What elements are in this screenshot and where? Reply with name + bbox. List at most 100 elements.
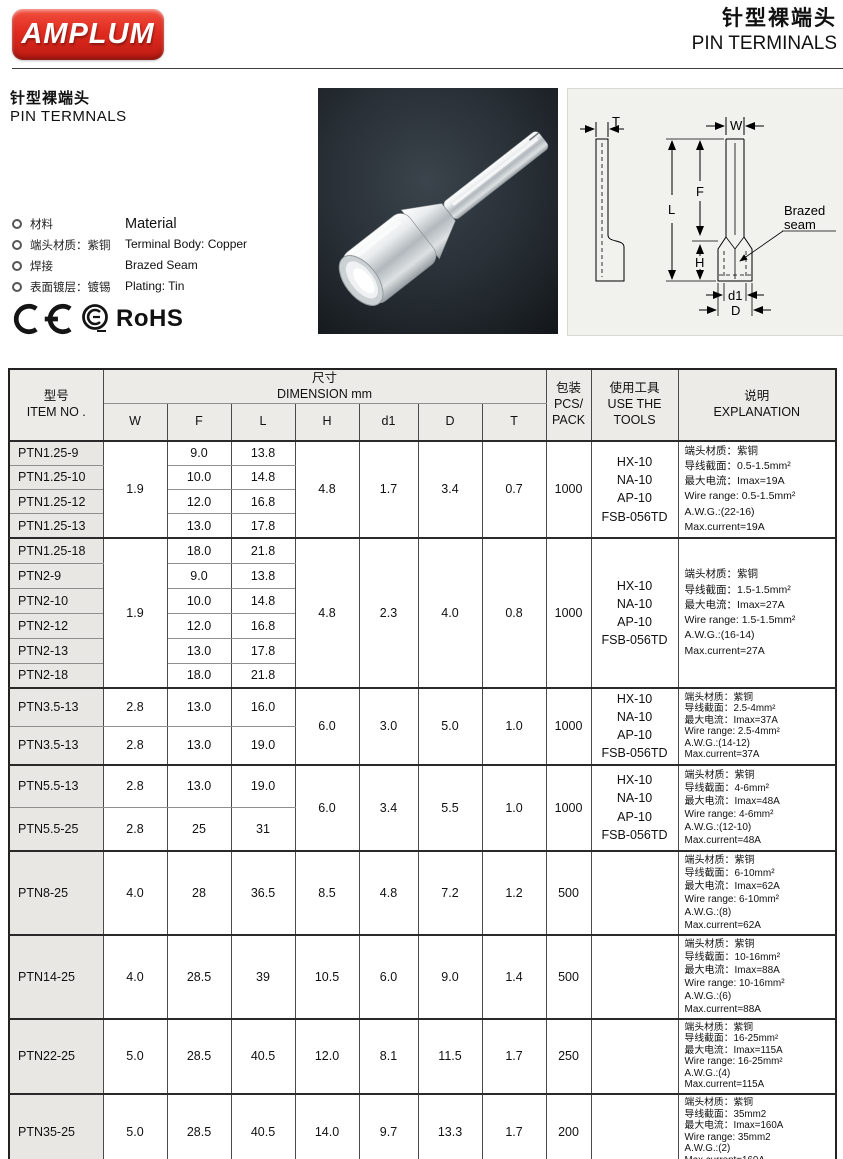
dim-label-h: H bbox=[695, 255, 704, 270]
certification-badge-icon bbox=[82, 304, 108, 332]
cell-item-no: PTN8-25 bbox=[8, 849, 104, 936]
brazed-seam-label-2: seam bbox=[784, 217, 816, 232]
cell-f: 13.0 bbox=[166, 763, 232, 809]
cell-d: 4.0 bbox=[417, 537, 483, 689]
table-row: PTN2-13 13.0 17.8 bbox=[8, 637, 836, 664]
cell-item-no: PTN2-12 bbox=[8, 612, 104, 639]
cell-l: 16.8 bbox=[230, 612, 296, 639]
cell-d1: 4.8 bbox=[358, 849, 419, 936]
cell-l: 40.5 bbox=[230, 1092, 296, 1159]
cell-f: 25 bbox=[166, 807, 232, 852]
bullet-icon bbox=[12, 261, 22, 271]
spec-table: 型号 ITEM NO . 尺寸 DIMENSION mm 包装 PCS/ PAC… bbox=[8, 368, 838, 1159]
cell-tools bbox=[590, 1092, 679, 1159]
cell-explanation: 端头材质：紫铜 导线截面：16-25mm² 最大电流：Imax=115A Wir… bbox=[677, 1017, 837, 1095]
cell-l: 13.8 bbox=[230, 562, 296, 589]
table-row: PTN1.25-10 10.0 14.8 bbox=[8, 464, 836, 490]
bullet-icon bbox=[12, 282, 22, 292]
cell-f: 28.5 bbox=[166, 933, 232, 1020]
cell-d1: 6.0 bbox=[358, 933, 419, 1020]
cell-h: 6.0 bbox=[294, 763, 360, 852]
logo-text: AMPLUM bbox=[21, 18, 155, 50]
dim-label-d1: d1 bbox=[728, 288, 742, 303]
dim-label-l: L bbox=[668, 202, 675, 217]
cell-f: 18.0 bbox=[166, 537, 232, 564]
cell-item-no: PTN1.25-18 bbox=[8, 537, 104, 564]
cell-t: 1.7 bbox=[481, 1092, 547, 1159]
material-list: 材料 Material 端头材质：紫铜 Terminal Body: Coppe… bbox=[10, 216, 247, 300]
cell-t: 1.7 bbox=[481, 1017, 547, 1095]
material-row: 焊接 Brazed Seam bbox=[10, 258, 247, 274]
cell-l: 21.8 bbox=[230, 537, 296, 564]
section-title-en: PIN TERMNALS bbox=[10, 108, 127, 125]
cell-tools bbox=[590, 1017, 679, 1095]
header-dim-d1: d1 bbox=[358, 403, 419, 442]
cell-f: 10.0 bbox=[166, 587, 232, 614]
cell-pack: 1000 bbox=[545, 687, 592, 766]
amplum-logo: AMPLUM bbox=[12, 9, 164, 60]
cell-w: 5.0 bbox=[102, 1092, 168, 1159]
cell-w: 4.0 bbox=[102, 933, 168, 1020]
cell-l: 19.0 bbox=[230, 725, 296, 766]
dim-label-t: T bbox=[612, 114, 620, 129]
bullet-icon bbox=[12, 219, 22, 229]
cell-d: 7.2 bbox=[417, 849, 483, 936]
cell-item-no: PTN2-18 bbox=[8, 662, 104, 689]
cell-h: 6.0 bbox=[294, 687, 360, 766]
cell-h: 10.5 bbox=[294, 933, 360, 1020]
cell-explanation: 端头材质：紫铜 导线截面：0.5-1.5mm² 最大电流：Imax=19A Wi… bbox=[677, 439, 837, 539]
cell-tools: HX-10 NA-10 AP-10 FSB-056TD bbox=[590, 687, 679, 766]
material-en: Terminal Body: Copper bbox=[125, 237, 248, 251]
cell-d: 5.5 bbox=[417, 763, 483, 852]
cell-item-no: PTN1.25-9 bbox=[8, 439, 104, 466]
material-row: 材料 Material bbox=[10, 216, 247, 232]
header-tools: 使用工具 USE THE TOOLS bbox=[590, 368, 679, 442]
cell-item-no: PTN2-10 bbox=[8, 587, 104, 614]
cell-tools: HX-10 NA-10 AP-10 FSB-056TD bbox=[590, 537, 679, 689]
pin-terminal-image bbox=[338, 131, 549, 306]
ce-mark-icon bbox=[13, 303, 72, 335]
table-header-row: W F L H d1 D T bbox=[9, 403, 836, 442]
header-dim-d: D bbox=[417, 403, 483, 442]
cell-f: 9.0 bbox=[166, 562, 232, 589]
cell-item-no: PTN5.5-25 bbox=[8, 807, 104, 852]
cell-l: 13.8 bbox=[230, 439, 296, 466]
cell-l: 16.8 bbox=[230, 488, 296, 515]
cell-w: 2.8 bbox=[102, 807, 168, 852]
cell-f: 28.5 bbox=[166, 1092, 232, 1159]
cell-d1: 1.7 bbox=[358, 439, 419, 539]
cell-d: 13.3 bbox=[417, 1092, 483, 1159]
certifications: RoHS bbox=[8, 302, 183, 336]
cell-h: 12.0 bbox=[294, 1017, 360, 1095]
cell-f: 13.0 bbox=[166, 637, 232, 664]
cell-item-no: PTN2-9 bbox=[8, 562, 104, 589]
cell-d: 3.4 bbox=[417, 439, 483, 539]
cell-f: 13.0 bbox=[166, 687, 232, 727]
cell-l: 14.8 bbox=[230, 587, 296, 614]
cell-f: 18.0 bbox=[166, 662, 232, 689]
bullet-icon bbox=[12, 240, 22, 250]
cell-f: 13.0 bbox=[166, 725, 232, 766]
cell-w: 4.0 bbox=[102, 849, 168, 936]
cell-l: 36.5 bbox=[230, 849, 296, 936]
cell-pack: 1000 bbox=[545, 537, 592, 689]
table-row: PTN2-12 12.0 16.8 bbox=[8, 612, 836, 639]
cell-d1: 8.1 bbox=[358, 1017, 419, 1095]
material-row: 端头材质：紫铜 Terminal Body: Copper bbox=[10, 237, 247, 253]
header-dim-l: L bbox=[230, 403, 296, 442]
cell-t: 1.4 bbox=[481, 933, 547, 1020]
cell-item-no: PTN1.25-10 bbox=[8, 464, 104, 490]
table-row: PTN5.5-13 2.8 13.0 19.0 6.0 3.4 5.5 1.0 … bbox=[8, 763, 837, 852]
cell-w: 5.0 bbox=[102, 1017, 168, 1095]
section-title-cn: 针型裸端头 bbox=[10, 90, 91, 107]
cell-h: 4.8 bbox=[294, 537, 360, 689]
material-cn: 材料 bbox=[30, 219, 53, 231]
cell-t: 1.0 bbox=[481, 763, 547, 852]
table-row: PTN2-9 9.0 13.8 bbox=[8, 562, 836, 589]
table-row: PTN14-25 4.0 28.5 39 10.5 6.0 9.0 1.4 50… bbox=[8, 933, 837, 1020]
cell-explanation: 端头材质：紫铜 导线截面：10-16mm² 最大电流：Imax=88A Wire… bbox=[677, 933, 837, 1020]
header-dimension: 尺寸 DIMENSION mm bbox=[102, 368, 547, 405]
cell-h: 8.5 bbox=[294, 849, 360, 936]
cell-item-no: PTN14-25 bbox=[8, 933, 104, 1020]
cell-l: 17.8 bbox=[230, 637, 296, 664]
